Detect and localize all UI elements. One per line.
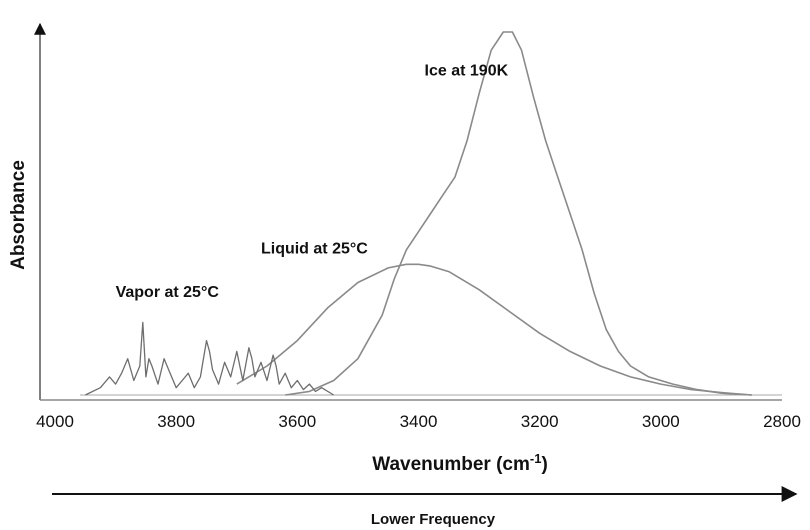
x-axis-title-main: Wavenumber (cm [372,454,530,475]
x-axis-title-sup: -1 [530,451,542,466]
series-line [85,321,335,396]
series-line [236,263,752,396]
series-line [285,31,752,396]
annotation-vapor: Vapor at 25°C [116,284,220,301]
series-group [85,31,752,396]
x-tick-label: 3000 [642,412,680,431]
x-tick-label: 3800 [157,412,195,431]
x-tick-labels: 4000 3800 3600 3400 3200 3000 2800 [36,412,801,431]
x-tick-label: 3200 [521,412,559,431]
x-tick-label: 2800 [763,412,801,431]
direction-arrow-label: Lower Frequency [371,511,496,528]
annotation-ice: Ice at 190K [425,63,509,80]
y-axis-title: Absorbance [8,160,29,270]
annotation-liquid: Liquid at 25°C [261,240,368,257]
x-tick-label: 4000 [36,412,74,431]
x-tick-label: 3400 [400,412,438,431]
x-tick-label: 3600 [278,412,316,431]
x-axis-title: Wavenumber (cm-1) [372,451,548,476]
x-axis-title-close: ) [541,454,547,475]
